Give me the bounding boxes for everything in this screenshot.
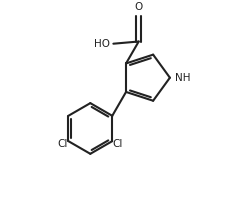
Text: Cl: Cl [58, 140, 68, 150]
Text: O: O [135, 2, 143, 12]
Text: NH: NH [175, 73, 190, 83]
Text: HO: HO [94, 39, 110, 49]
Text: Cl: Cl [113, 140, 123, 150]
